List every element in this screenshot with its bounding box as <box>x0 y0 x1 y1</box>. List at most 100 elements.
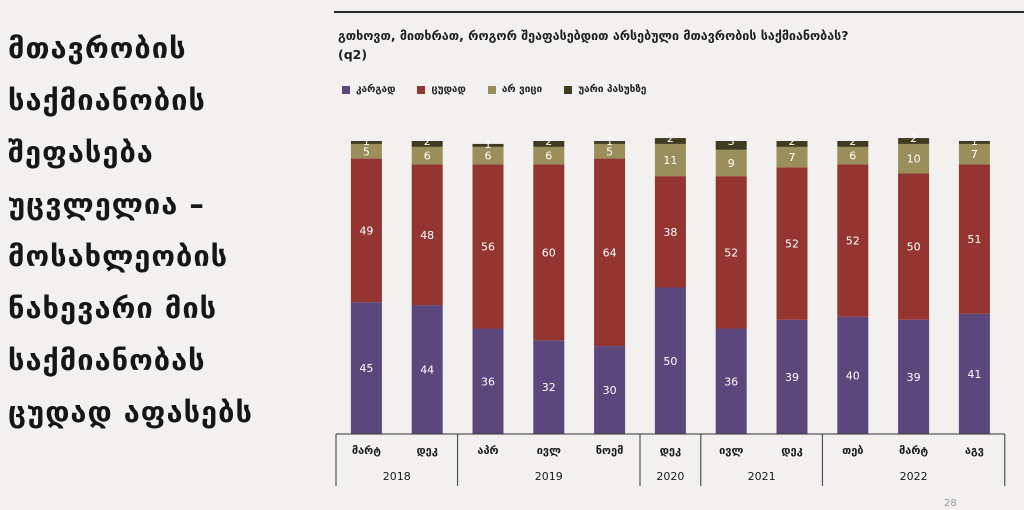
data-label: 6 <box>424 150 431 163</box>
x-tick-label: დეკ <box>781 444 802 457</box>
data-label: 2 <box>667 132 674 145</box>
bar-segment <box>411 146 443 165</box>
legend-swatch-bad <box>417 85 426 94</box>
legend-item-dont-know: არ ვიცი <box>487 84 543 95</box>
legend-label-good: კარგად <box>356 84 396 95</box>
bar-segment <box>776 146 808 168</box>
data-label: 41 <box>967 368 981 381</box>
data-label: 39 <box>907 371 921 384</box>
legend-item-bad: ცუდად <box>417 84 466 95</box>
year-label: 2021 <box>748 470 776 483</box>
data-label: 56 <box>481 240 495 253</box>
bar-segment <box>837 146 869 165</box>
bar-segment <box>472 146 504 165</box>
chart-title: გთხოვთ, მითხრათ, როგორ შეაფასებდით არსებ… <box>338 28 849 62</box>
data-label: 1 <box>485 138 492 151</box>
data-label: 36 <box>481 375 495 388</box>
bar-segment <box>776 319 808 434</box>
data-label: 3 <box>728 135 735 148</box>
bar-segment <box>958 313 990 434</box>
data-label: 5 <box>606 145 613 158</box>
bar-segment <box>654 287 686 434</box>
x-tick-label: აპრ <box>477 444 498 457</box>
legend-item-good: კარგად <box>342 84 395 95</box>
data-label: 6 <box>485 150 492 163</box>
x-tick-label: ივლ <box>719 444 743 457</box>
data-label: 45 <box>359 362 373 375</box>
data-label: 2 <box>424 135 431 148</box>
legend-label-dont-know: არ ვიცი <box>501 84 543 95</box>
x-tick-label: ივლ <box>537 444 561 457</box>
bar-segment <box>350 141 382 144</box>
data-label: 52 <box>846 235 860 248</box>
bar-segment <box>533 164 565 341</box>
data-label: 7 <box>789 151 796 164</box>
bar-segment <box>898 143 930 174</box>
bar-segment <box>715 149 747 177</box>
data-label: 1 <box>971 135 978 148</box>
x-tick-label: ნოემ <box>596 444 624 457</box>
bar-segment <box>898 319 930 434</box>
legend-swatch-dont-know <box>487 85 496 94</box>
bar-segment <box>533 340 565 434</box>
data-label: 2 <box>545 135 552 148</box>
bar-segment <box>594 143 626 159</box>
bar-segment <box>411 164 443 306</box>
page-number: 28 <box>944 498 957 509</box>
data-label: 5 <box>363 145 370 158</box>
data-label: 2 <box>910 132 917 145</box>
data-label: 1 <box>606 135 613 148</box>
bar-segment <box>776 167 808 320</box>
bar-segment <box>958 141 990 144</box>
bar-segment <box>350 302 382 434</box>
data-label: 50 <box>663 355 677 368</box>
x-tick-label: აგვ <box>965 444 984 457</box>
data-label: 9 <box>728 157 735 170</box>
bar-segment <box>350 143 382 159</box>
top-rule <box>334 11 1024 13</box>
legend-item-refused: უარი პასუხზე <box>564 84 646 95</box>
data-label: 36 <box>724 375 738 388</box>
data-label: 11 <box>663 154 677 167</box>
legend-label-refused: უარი პასუხზე <box>578 84 647 95</box>
data-label: 64 <box>603 246 617 259</box>
bar-segment <box>594 141 626 144</box>
bar-segment <box>654 143 686 177</box>
bar-segment <box>594 158 626 347</box>
data-label: 48 <box>420 229 434 242</box>
x-tick-label: მარტ <box>899 444 928 457</box>
year-label: 2020 <box>656 470 684 483</box>
bar-segment <box>837 141 869 147</box>
data-label: 51 <box>967 233 981 246</box>
data-label: 2 <box>789 135 796 148</box>
bar-segment <box>715 141 747 150</box>
x-tick-label: მარტ <box>352 444 381 457</box>
data-label: 52 <box>785 238 799 251</box>
bar-segment <box>594 346 626 434</box>
legend-swatch-refused <box>564 85 573 94</box>
data-label: 52 <box>724 246 738 259</box>
bar-segment <box>837 316 869 434</box>
data-label: 49 <box>359 224 373 237</box>
bar-segment <box>533 146 565 165</box>
bar-segment <box>533 141 565 147</box>
bar-segment <box>472 164 504 329</box>
year-label: 2022 <box>900 470 928 483</box>
data-label: 50 <box>907 240 921 253</box>
bar-segment <box>715 176 747 329</box>
data-label: 39 <box>785 371 799 384</box>
bar-segment <box>472 143 504 147</box>
bar-segment <box>411 305 443 434</box>
x-tick-label: თებ <box>842 444 863 457</box>
bar-segment <box>837 164 869 317</box>
data-label: 10 <box>907 153 921 166</box>
bar-segment <box>898 138 930 144</box>
bar-segment <box>958 143 990 165</box>
data-label: 32 <box>542 381 556 394</box>
data-label: 44 <box>420 364 434 377</box>
legend-label-bad: ცუდად <box>431 84 466 95</box>
data-label: 1 <box>363 135 370 148</box>
chart-legend: კარგად ცუდად არ ვიცი უარი პასუხზე <box>342 84 646 95</box>
x-tick-label: დეკ <box>660 444 681 457</box>
bar-segment <box>898 173 930 320</box>
